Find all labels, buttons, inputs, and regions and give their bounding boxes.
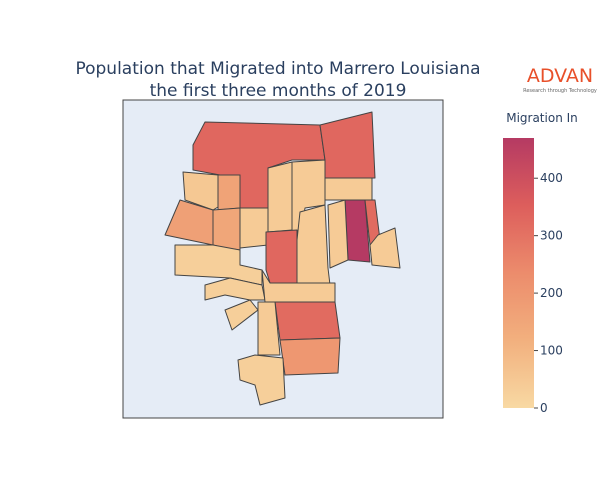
region <box>182 171 219 211</box>
colorbar-tick-label: 0 <box>540 401 548 415</box>
colorbar-tick-label: 300 <box>540 229 563 243</box>
chart-title: the first three months of 2019 <box>150 81 407 101</box>
region <box>265 229 298 286</box>
region <box>239 207 269 249</box>
region <box>327 199 349 269</box>
region <box>204 277 266 301</box>
region <box>237 354 286 406</box>
colorbar-tick-label: 100 <box>540 344 563 358</box>
region <box>296 204 331 286</box>
region <box>212 207 241 251</box>
logo-tagline: Research through Technology <box>523 88 597 94</box>
chart-title: Population that Migrated into Marrero Lo… <box>75 59 480 79</box>
region <box>261 269 336 303</box>
colorbar-title: Migration In <box>506 111 578 125</box>
regions <box>164 111 401 406</box>
colorbar-tick-label: 400 <box>540 171 563 185</box>
region <box>257 301 281 356</box>
colorbar <box>503 138 534 408</box>
region <box>217 174 241 211</box>
colorbar-tick-label: 200 <box>540 286 563 300</box>
logo-name: ADVAN <box>527 65 593 87</box>
region <box>324 177 373 201</box>
region <box>274 301 341 341</box>
region <box>267 161 293 233</box>
region <box>369 227 401 269</box>
region <box>279 337 341 376</box>
